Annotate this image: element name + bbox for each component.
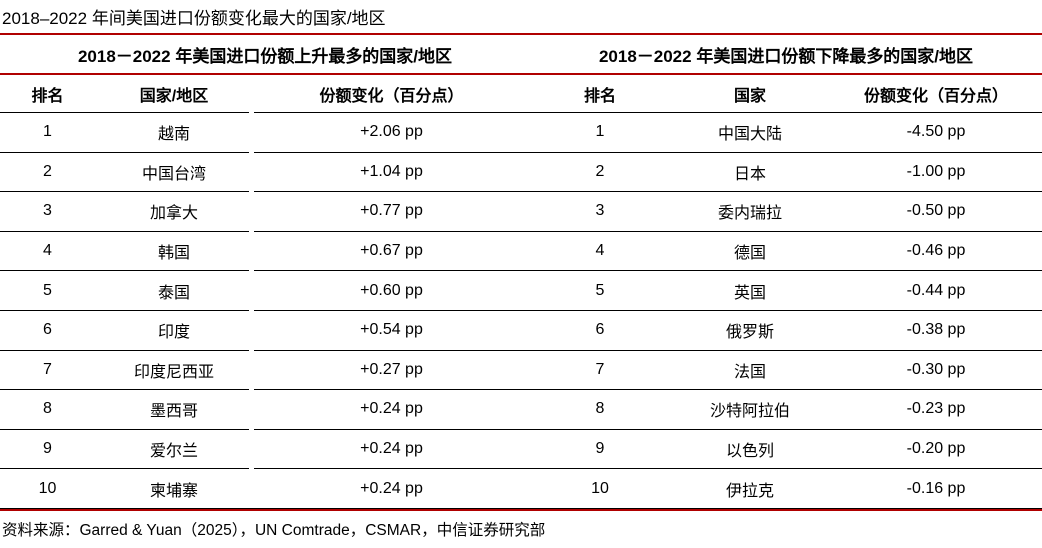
country-cell: 沙特阿拉伯 <box>709 403 790 421</box>
country-cell: 印度 <box>157 324 190 342</box>
table-row: 8 墨西哥 +0.24 pp 8 沙特阿拉伯 -0.23 pp <box>0 390 1042 430</box>
column-border-gap <box>249 105 254 506</box>
change-cell: -0.30 pp <box>906 360 966 378</box>
country-cell: 柬埔寨 <box>149 482 198 500</box>
change-cell: -0.46 pp <box>906 242 966 260</box>
change-cell: +1.04 pp <box>360 162 423 180</box>
table-row: 6 印度 +0.54 pp 6 俄罗斯 -0.38 pp <box>0 311 1042 351</box>
bottom-rule <box>0 508 1042 511</box>
section-header-row: 2018－2022 年美国进口份额上升最多的国家/地区 2018－2022 年美… <box>0 35 1042 75</box>
country-cell: 印度尼西亚 <box>133 363 214 381</box>
change-cell: -0.16 pp <box>906 479 966 497</box>
country-cell: 墨西哥 <box>149 403 198 421</box>
change-cell: +0.27 pp <box>360 360 423 378</box>
change-cell: +0.77 pp <box>360 202 423 220</box>
rank-cell: 4 <box>43 242 52 260</box>
country-cell: 越南 <box>157 126 190 144</box>
page-title: 2018–2022 年间美国进口份额变化最大的国家/地区 <box>0 0 1042 35</box>
country-cell: 中国大陆 <box>717 126 782 144</box>
country-cell: 泰国 <box>157 284 190 302</box>
country-cell: 俄罗斯 <box>725 324 774 342</box>
change-cell: -0.50 pp <box>906 202 966 220</box>
country-cell: 中国台湾 <box>141 165 206 183</box>
table-row: 5 泰国 +0.60 pp 5 英国 -0.44 pp <box>0 271 1042 311</box>
column-header-row: 排名 国家/地区 份额变化（百分点） 排名 国家 份额变化（百分点） <box>0 75 1042 113</box>
change-cell: +0.67 pp <box>360 242 423 260</box>
change-cell: +2.06 pp <box>360 123 423 141</box>
rank-cell: 9 <box>595 440 605 458</box>
source-note: 资料来源：Garred & Yuan（2025），UN Comtrade，CSM… <box>2 522 546 540</box>
change-cell: -0.44 pp <box>906 281 966 299</box>
change-cell: +0.54 pp <box>360 321 423 339</box>
country-cell: 委内瑞拉 <box>717 205 782 223</box>
col-header-rank-right: 排名 <box>583 87 616 105</box>
change-cell: +0.24 pp <box>360 400 423 418</box>
table-row: 1 越南 +2.06 pp 1 中国大陆 -4.50 pp <box>0 113 1042 153</box>
rank-cell: 3 <box>595 202 605 220</box>
rank-cell: 7 <box>43 360 52 378</box>
rank-cell: 1 <box>595 123 605 141</box>
rank-cell: 10 <box>591 479 609 497</box>
table-row: 9 爱尔兰 +0.24 pp 9 以色列 -0.20 pp <box>0 430 1042 470</box>
country-cell: 英国 <box>733 284 766 302</box>
change-cell: -4.50 pp <box>906 123 966 141</box>
country-cell: 德国 <box>733 245 766 263</box>
col-header-change-right: 份额变化（百分点） <box>863 87 1008 105</box>
country-cell: 以色列 <box>725 443 774 461</box>
table-row: 2 中国台湾 +1.04 pp 2 日本 -1.00 pp <box>0 153 1042 193</box>
rank-cell: 5 <box>43 281 52 299</box>
rank-cell: 5 <box>595 281 605 299</box>
rank-cell: 4 <box>595 242 605 260</box>
country-cell: 伊拉克 <box>725 482 774 500</box>
rank-cell: 2 <box>43 162 52 180</box>
rank-cell: 1 <box>43 123 52 141</box>
change-cell: -0.20 pp <box>906 440 966 458</box>
change-cell: -1.00 pp <box>906 162 966 180</box>
right-section-title: 2018－2022 年美国进口份额下降最多的国家/地区 <box>598 46 974 66</box>
rank-cell: 6 <box>595 321 605 339</box>
change-cell: +0.60 pp <box>360 281 423 299</box>
country-cell: 加拿大 <box>149 205 198 223</box>
col-header-country-left: 国家/地区 <box>139 87 209 105</box>
country-cell: 韩国 <box>157 245 190 263</box>
col-header-country-right: 国家 <box>733 87 766 105</box>
change-cell: +0.24 pp <box>360 440 423 458</box>
country-cell: 日本 <box>733 165 766 183</box>
rank-cell: 7 <box>595 360 605 378</box>
left-section-title: 2018－2022 年美国进口份额上升最多的国家/地区 <box>77 46 453 66</box>
table-row: 4 韩国 +0.67 pp 4 德国 -0.46 pp <box>0 232 1042 272</box>
rank-cell: 2 <box>595 162 605 180</box>
change-cell: -0.38 pp <box>906 321 966 339</box>
table-row: 3 加拿大 +0.77 pp 3 委内瑞拉 -0.50 pp <box>0 192 1042 232</box>
rank-cell: 10 <box>38 479 57 497</box>
country-cell: 法国 <box>733 363 766 381</box>
table-row: 10 柬埔寨 +0.24 pp 10 伊拉克 -0.16 pp <box>0 469 1042 509</box>
rank-cell: 9 <box>43 440 52 458</box>
table-area: 排名 国家/地区 份额变化（百分点） 排名 国家 份额变化（百分点） 1 越南 … <box>0 75 1042 509</box>
rank-cell: 8 <box>595 400 605 418</box>
change-cell: +0.24 pp <box>360 479 423 497</box>
rank-cell: 3 <box>43 202 52 220</box>
col-header-rank-left: 排名 <box>31 87 64 105</box>
col-header-change-left: 份额变化（百分点） <box>319 87 464 105</box>
rank-cell: 6 <box>43 321 52 339</box>
change-cell: -0.23 pp <box>906 400 966 418</box>
rank-cell: 8 <box>43 400 52 418</box>
table-row: 7 印度尼西亚 +0.27 pp 7 法国 -0.30 pp <box>0 351 1042 391</box>
country-cell: 爱尔兰 <box>149 443 198 461</box>
